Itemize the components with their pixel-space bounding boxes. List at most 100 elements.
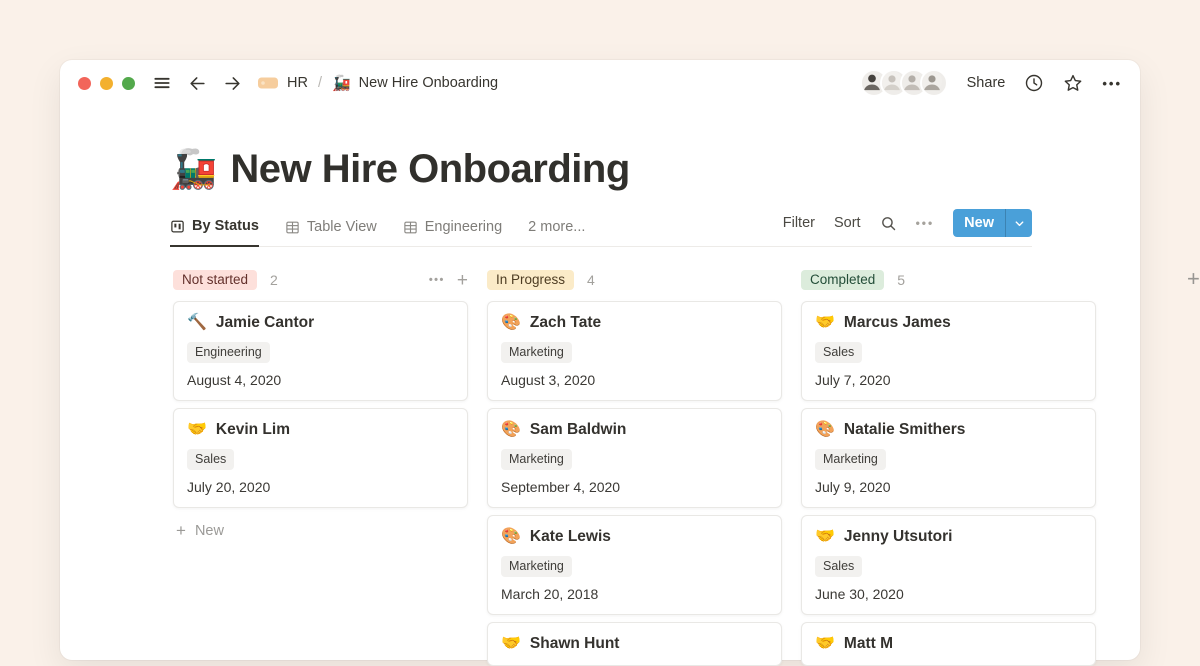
column-status-badge[interactable]: Not started <box>173 270 258 290</box>
board-columns: Not started 2 ••• + 🔨 Jamie Cantor Engin… <box>173 268 1096 666</box>
column-status-badge[interactable]: In Progress <box>487 270 575 290</box>
card-start-date: August 4, 2020 <box>187 372 282 388</box>
traffic-lights <box>78 76 135 90</box>
card-person-name: Natalie Smithers <box>843 421 966 438</box>
sort-button[interactable]: Sort <box>833 215 861 231</box>
page-title-row: 🚂 New Hire Onboarding <box>170 147 1140 192</box>
column-add-card-icon[interactable]: + <box>456 269 468 291</box>
kanban-board: Not started 2 ••• + 🔨 Jamie Cantor Engin… <box>173 268 1200 666</box>
hr-page-tag-icon <box>257 75 279 91</box>
breadcrumb: HR / 🚂 New Hire Onboarding <box>257 74 498 92</box>
kanban-card[interactable]: 🎨 Zach Tate Marketing August 3, 2020 <box>487 301 782 401</box>
kanban-card[interactable]: 🎨 Sam Baldwin Marketing September 4, 202… <box>487 408 782 508</box>
column-status-badge[interactable]: Completed <box>801 270 885 290</box>
breadcrumb-separator: / <box>317 75 322 91</box>
column-header: Not started 2 ••• + <box>173 268 468 292</box>
board-column: Not started 2 ••• + 🔨 Jamie Cantor Engin… <box>173 268 468 544</box>
zoom-window-button[interactable] <box>122 76 135 90</box>
new-dropdown-chevron-icon[interactable] <box>1005 209 1032 237</box>
column-cards: 🔨 Jamie Cantor Engineering August 4, 202… <box>173 301 468 508</box>
close-window-button[interactable] <box>78 76 91 90</box>
card-department-tag: Marketing <box>501 556 572 577</box>
card-department-tag: Sales <box>815 342 863 363</box>
avatar <box>919 69 948 97</box>
tab-label: By Status <box>192 218 259 234</box>
tab-by-status[interactable]: By Status <box>170 218 259 247</box>
new-card-button[interactable]: + New <box>173 517 468 544</box>
card-start-date: March 20, 2018 <box>501 586 599 602</box>
kanban-card[interactable]: 🎨 Natalie Smithers Marketing July 9, 202… <box>801 408 1096 508</box>
updates-clock-icon[interactable] <box>1024 73 1044 93</box>
card-emoji-icon: 🎨 <box>501 421 521 438</box>
card-emoji-icon: 🤝 <box>815 314 835 331</box>
column-count: 2 <box>270 272 278 288</box>
back-arrow-icon[interactable] <box>188 74 207 93</box>
kanban-card[interactable]: 🤝 Shawn Hunt <box>487 622 782 666</box>
more-options-icon[interactable]: ••• <box>1102 75 1122 91</box>
tab-more-views[interactable]: 2 more... <box>528 219 585 246</box>
page-icon-train-emoji[interactable]: 🚂 <box>170 148 218 191</box>
sidebar-menu-icon[interactable] <box>152 73 172 93</box>
card-person-name: Marcus James <box>843 314 951 331</box>
card-department-tag: Marketing <box>501 342 572 363</box>
kanban-card[interactable]: 🔨 Jamie Cantor Engineering August 4, 202… <box>173 301 468 401</box>
card-start-date: July 9, 2020 <box>815 479 891 495</box>
avatar <box>859 69 888 97</box>
card-start-date: September 4, 2020 <box>501 479 621 495</box>
card-start-date: July 7, 2020 <box>815 372 891 388</box>
kanban-card[interactable]: 🎨 Kate Lewis Marketing March 20, 2018 <box>487 515 782 615</box>
window-topbar: HR / 🚂 New Hire Onboarding Share ••• <box>60 60 1140 106</box>
column-header: Completed 5 ••• + <box>801 268 1096 292</box>
card-emoji-icon: 🤝 <box>187 421 207 438</box>
plus-icon: + <box>176 521 186 540</box>
card-person-name: Sam Baldwin <box>529 421 627 438</box>
new-button-group: New <box>953 209 1032 237</box>
minimize-window-button[interactable] <box>100 76 113 90</box>
forward-arrow-icon[interactable] <box>223 74 242 93</box>
card-emoji-icon: 🤝 <box>501 635 521 652</box>
card-department-tag: Sales <box>187 449 235 470</box>
card-department-tag: Sales <box>815 556 863 577</box>
kanban-card[interactable]: 🤝 Marcus James Sales July 7, 2020 <box>801 301 1096 401</box>
add-column-button[interactable]: + <box>1187 266 1200 291</box>
card-person-name: Matt M <box>843 635 893 652</box>
card-department-tag: Marketing <box>815 449 886 470</box>
tab-label: Engineering <box>424 219 503 235</box>
card-emoji-icon: 🔨 <box>187 314 207 331</box>
tab-engineering[interactable]: Engineering <box>403 219 502 246</box>
view-options-icon[interactable]: ••• <box>915 216 935 230</box>
column-cards: 🤝 Marcus James Sales July 7, 2020 🎨 Nata… <box>801 301 1096 666</box>
card-department-tag: Engineering <box>187 342 270 363</box>
filter-button[interactable]: Filter <box>782 215 815 231</box>
board-column: In Progress 4 ••• + 🎨 Zach Tate Marketin… <box>487 268 782 666</box>
collaborator-avatars[interactable] <box>859 69 948 97</box>
card-person-name: Jamie Cantor <box>215 314 315 331</box>
tab-table-view[interactable]: Table View <box>285 219 377 246</box>
new-button[interactable]: New <box>964 215 994 231</box>
board-column: Completed 5 ••• + 🤝 Marcus James Sales J… <box>801 268 1096 666</box>
breadcrumb-parent[interactable]: HR <box>287 75 308 91</box>
card-emoji-icon: 🎨 <box>501 528 521 545</box>
favorite-star-icon[interactable] <box>1063 73 1083 93</box>
column-count: 5 <box>897 272 906 288</box>
train-emoji-icon: 🚂 <box>331 75 351 92</box>
view-toolbar: By Status Table View Engineering 2 more.… <box>170 209 1032 247</box>
column-options-icon[interactable]: ••• <box>428 274 445 286</box>
page-title: New Hire Onboarding <box>230 147 630 191</box>
card-person-name: Jenny Utsutori <box>843 528 953 545</box>
kanban-card[interactable]: 🤝 Matt M <box>801 622 1096 666</box>
view-tabs: By Status Table View Engineering 2 more.… <box>170 218 585 247</box>
kanban-card[interactable]: 🤝 Kevin Lim Sales July 20, 2020 <box>173 408 468 508</box>
search-icon[interactable] <box>880 215 897 232</box>
share-button[interactable]: Share <box>966 75 1006 91</box>
new-card-label: New <box>194 522 224 539</box>
board-icon <box>170 219 185 234</box>
notion-window: HR / 🚂 New Hire Onboarding Share ••• 🚂 <box>60 60 1200 666</box>
breadcrumb-current[interactable]: New Hire Onboarding <box>358 75 499 91</box>
kanban-card[interactable]: 🤝 Jenny Utsutori Sales June 30, 2020 <box>801 515 1096 615</box>
column-actions: ••• + <box>429 271 468 290</box>
card-person-name: Zach Tate <box>529 314 602 331</box>
table-icon <box>285 220 300 235</box>
card-person-name: Shawn Hunt <box>529 635 620 652</box>
card-emoji-icon: 🤝 <box>815 528 835 545</box>
